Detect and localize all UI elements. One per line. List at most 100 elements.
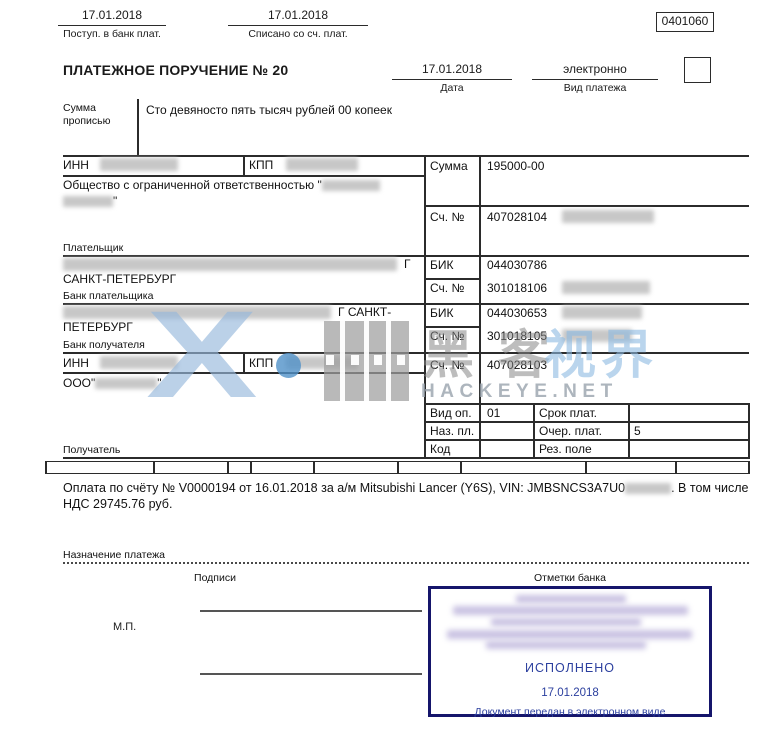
table-line <box>63 352 749 354</box>
beneficiary-bank-section-label: Банк получателя <box>63 339 145 351</box>
bank-stamp: ИСПОЛНЕНО 17.01.2018 Документ передан в … <box>428 586 712 718</box>
payer-account-redacted <box>562 210 654 223</box>
table-line <box>424 403 749 405</box>
table-line <box>63 155 749 157</box>
beneficiary-bank-city-suffix: Г САНКТ- <box>338 305 392 319</box>
signatures-label: Подписи <box>194 572 236 584</box>
stamp-redacted-line <box>491 618 641 626</box>
table-line <box>628 403 630 459</box>
stamp-redacted-line <box>516 595 626 603</box>
amount-value: 195000-00 <box>487 159 545 173</box>
beneficiary-bank-name-redacted <box>63 306 331 319</box>
beneficiary-section-label: Получатель <box>63 444 121 456</box>
table-line <box>63 255 749 257</box>
beneficiary-name-redacted <box>95 378 158 390</box>
document-date-label: Дата <box>440 82 464 94</box>
date-received-label: Поступ. в банк плат. <box>63 28 161 40</box>
priority-value: 5 <box>634 424 641 438</box>
divider-line <box>137 99 139 157</box>
payer-bank-section-label: Банк плательщика <box>63 290 154 302</box>
payment-kind-label: Вид платежа <box>563 82 627 94</box>
table-line <box>63 457 749 459</box>
op-kind-label: Вид оп. <box>430 406 472 420</box>
payment-kind-value: электронно <box>532 62 658 80</box>
payer-name-line2: " <box>63 194 117 208</box>
payer-bank-account-redacted <box>562 281 650 294</box>
stamp-note: Документ передан в электронном виде <box>474 706 666 718</box>
table-line <box>424 421 749 423</box>
table-line <box>424 326 481 328</box>
op-kind-value: 01 <box>487 406 501 420</box>
beneficiary-inn-redacted <box>100 356 178 369</box>
document-title: ПЛАТЕЖНОЕ ПОРУЧЕНИЕ № 20 <box>63 62 289 78</box>
beneficiary-bank-city: ПЕТЕРБУРГ <box>63 320 133 334</box>
date-debited-value: 17.01.2018 <box>228 8 368 26</box>
beneficiary-bank-bik-label: БИК <box>430 306 454 320</box>
beneficiary-inn-label: ИНН <box>63 356 89 370</box>
table-line <box>243 155 245 176</box>
document-date-value: 17.01.2018 <box>392 62 512 80</box>
vin-redacted <box>625 483 672 495</box>
purpose-code-label: Наз. пл. <box>430 424 475 438</box>
beneficiary-name: ООО" " <box>63 376 162 390</box>
payer-kpp-label: КПП <box>249 158 274 172</box>
payer-name-line1: Общество с ограниченной ответственностью… <box>63 178 380 192</box>
term-label: Срок плат. <box>539 406 598 420</box>
table-line <box>533 403 535 459</box>
payer-inn-label: ИНН <box>63 158 89 172</box>
payer-bank-account-value: 301018106 <box>487 281 548 295</box>
purpose-section-label: Назначение платежа <box>63 549 165 561</box>
beneficiary-kpp-label: КПП <box>249 356 274 370</box>
beneficiary-bank-account-redacted <box>562 329 632 342</box>
code-label: Код <box>430 442 451 456</box>
date-received-value: 17.01.2018 <box>58 8 166 26</box>
stamp-redacted-line <box>453 606 688 615</box>
date-received-block: 17.01.2018 Поступ. в банк плат. <box>58 8 166 40</box>
table-line <box>479 155 481 459</box>
status-checkbox <box>684 57 711 83</box>
table-line <box>424 155 426 459</box>
table-line <box>424 205 749 207</box>
signature-line <box>200 610 422 612</box>
form-code-box: 0401060 <box>656 12 714 32</box>
payer-account-label: Сч. № <box>430 210 465 224</box>
payer-name-redacted-1 <box>321 180 380 192</box>
payer-bank-city: САНКТ-ПЕТЕРБУРГ <box>63 272 177 286</box>
payer-inn-redacted <box>100 158 178 171</box>
payment-kind-block: электронно Вид платежа <box>532 62 658 94</box>
amount-words-value: Сто девяносто пять тысяч рублей 00 копее… <box>146 103 392 117</box>
beneficiary-kpp-redacted <box>286 356 358 369</box>
document-date-block: 17.01.2018 Дата <box>392 62 512 94</box>
beneficiary-bank-account-label: Сч. № <box>430 329 465 343</box>
beneficiary-bank-bik-value: 044030653 <box>487 306 548 320</box>
signature-line <box>200 673 422 675</box>
payer-bank-city-suffix: Г <box>404 257 411 271</box>
beneficiary-account-value: 407028103 <box>487 358 548 372</box>
priority-label: Очер. плат. <box>539 424 603 438</box>
payer-bank-name-redacted <box>63 258 397 271</box>
table-line <box>748 403 750 459</box>
amount-words-label: Сумма прописью <box>63 102 111 127</box>
watermark-site-text: HACKEYE.NET <box>421 381 618 402</box>
payer-section-label: Плательщик <box>63 242 124 254</box>
table-line <box>243 352 245 373</box>
bank-marks-label: Отметки банка <box>534 572 606 584</box>
date-debited-block: 17.01.2018 Списано со сч. плат. <box>228 8 368 40</box>
table-line <box>424 439 749 441</box>
stamp-date: 17.01.2018 <box>541 687 599 699</box>
payer-bank-bik-value: 044030786 <box>487 258 548 272</box>
payment-purpose-text: Оплата по счёту № V0000194 от 16.01.2018… <box>63 481 749 511</box>
stamp-status: ИСПОЛНЕНО <box>525 661 615 675</box>
beneficiary-bank-bik-redacted <box>562 306 642 319</box>
table-line <box>424 278 481 280</box>
payer-name-redacted-2 <box>63 196 113 208</box>
amount-label: Сумма <box>430 159 468 173</box>
payer-account-value: 407028104 <box>487 210 548 224</box>
tax-fields-row <box>45 461 750 474</box>
reserve-label: Рез. поле <box>539 442 592 456</box>
dotted-line <box>63 562 749 564</box>
payer-bank-account-label: Сч. № <box>430 281 465 295</box>
date-debited-label: Списано со сч. плат. <box>248 28 348 40</box>
payer-kpp-redacted <box>286 158 358 171</box>
